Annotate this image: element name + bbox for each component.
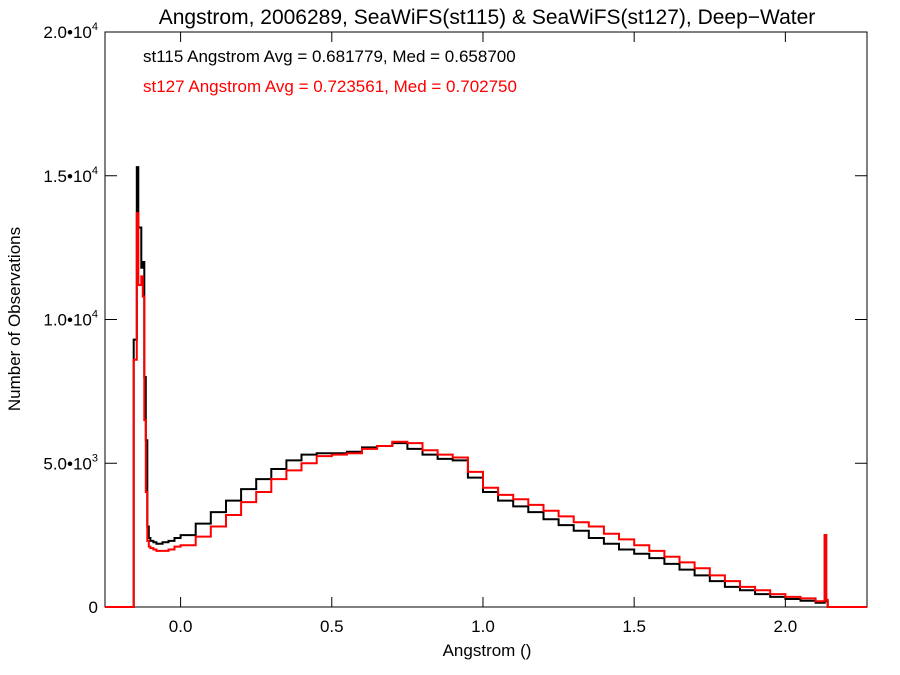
histogram-series-st127 bbox=[105, 212, 867, 608]
y-tick-label: 5.0•103 bbox=[43, 452, 98, 473]
y-tick-label: 2.0•104 bbox=[43, 21, 98, 42]
legend-st115-stats: st115 Angstrom Avg = 0.681779, Med = 0.6… bbox=[143, 47, 516, 66]
y-axis: 0 5.0•103 1.0•104 1.5•104 2.0•104 bbox=[43, 21, 867, 617]
x-tick-label: 0.5 bbox=[320, 617, 344, 636]
x-axis-label: Angstrom () bbox=[443, 641, 532, 660]
y-axis-label: Number of Observations bbox=[5, 227, 24, 411]
y-tick-label: 1.0•104 bbox=[43, 309, 98, 330]
x-tick-label: 1.5 bbox=[622, 617, 646, 636]
histogram-series-st115 bbox=[105, 166, 867, 608]
plot-frame bbox=[104, 31, 868, 608]
chart-title: Angstrom, 2006289, SeaWiFS(st115) & SeaW… bbox=[159, 6, 816, 29]
y-tick-label: 0 bbox=[89, 598, 98, 617]
series-layer bbox=[105, 166, 867, 608]
x-tick-label: 0.0 bbox=[169, 617, 193, 636]
x-axis: 0.0 0.5 1.0 1.5 2.0 bbox=[169, 32, 797, 636]
x-tick-label: 2.0 bbox=[774, 617, 798, 636]
x-tick-label: 1.0 bbox=[471, 617, 495, 636]
legend-st127-stats: st127 Angstrom Avg = 0.723561, Med = 0.7… bbox=[143, 77, 517, 96]
y-tick-label: 1.5•104 bbox=[43, 165, 98, 186]
